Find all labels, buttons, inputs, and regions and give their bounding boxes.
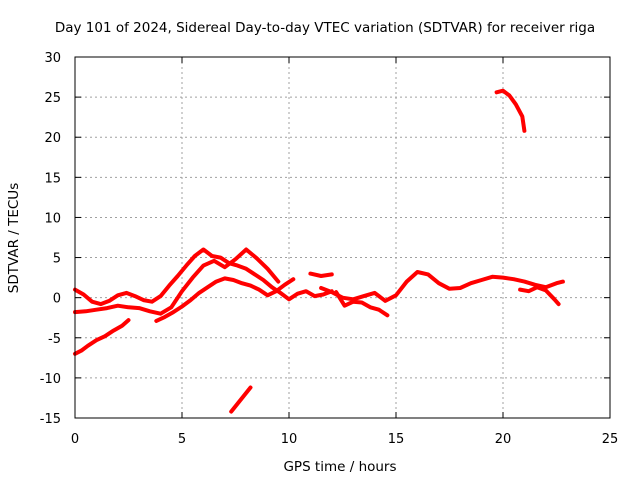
x-tick-label: 10 [281,432,298,447]
x-tick-label: 25 [602,432,619,447]
series-line-arc-6 [308,271,334,278]
y-axis-ticks: -15 -10 -5 0 5 10 15 20 25 30 [40,51,610,427]
y-tick-label: 10 [44,211,61,226]
x-tick-label: 5 [178,432,186,447]
y-tick-label: -5 [48,332,61,347]
x-axis-label: GPS time / hours [283,459,396,475]
series-line-arc-8 [319,270,565,303]
y-tick-label: 20 [44,131,61,146]
x-tick-label: 0 [71,432,79,447]
y-tick-label: 25 [44,91,61,106]
chart-title: Day 101 of 2024, Sidereal Day-to-day VTE… [55,20,595,36]
series-line-arc-3 [73,247,281,316]
y-tick-label: 0 [53,292,61,307]
plot-frame [74,56,611,419]
series-line-arc-2 [73,247,334,307]
series-line-arc-10 [494,88,527,133]
series-line-arc-9 [518,285,561,307]
x-tick-label: 15 [388,432,405,447]
x-tick-label: 20 [495,432,512,447]
series-line-arc-1 [73,318,131,356]
y-tick-label: -10 [40,372,61,387]
y-axis-label: SDTVAR / TECUs [6,183,22,293]
series-line-arc-4 [154,276,296,323]
y-tick-label: 5 [53,252,61,267]
grid-lines [75,57,610,418]
series-line-arc-5 [229,385,253,414]
y-tick-label: 30 [44,51,61,66]
series-line-arc-7 [334,290,390,318]
y-tick-label: -15 [40,412,61,427]
y-tick-label: 15 [44,171,61,186]
data-series [73,88,565,414]
x-axis-ticks: 0 5 10 15 20 25 [71,57,618,447]
